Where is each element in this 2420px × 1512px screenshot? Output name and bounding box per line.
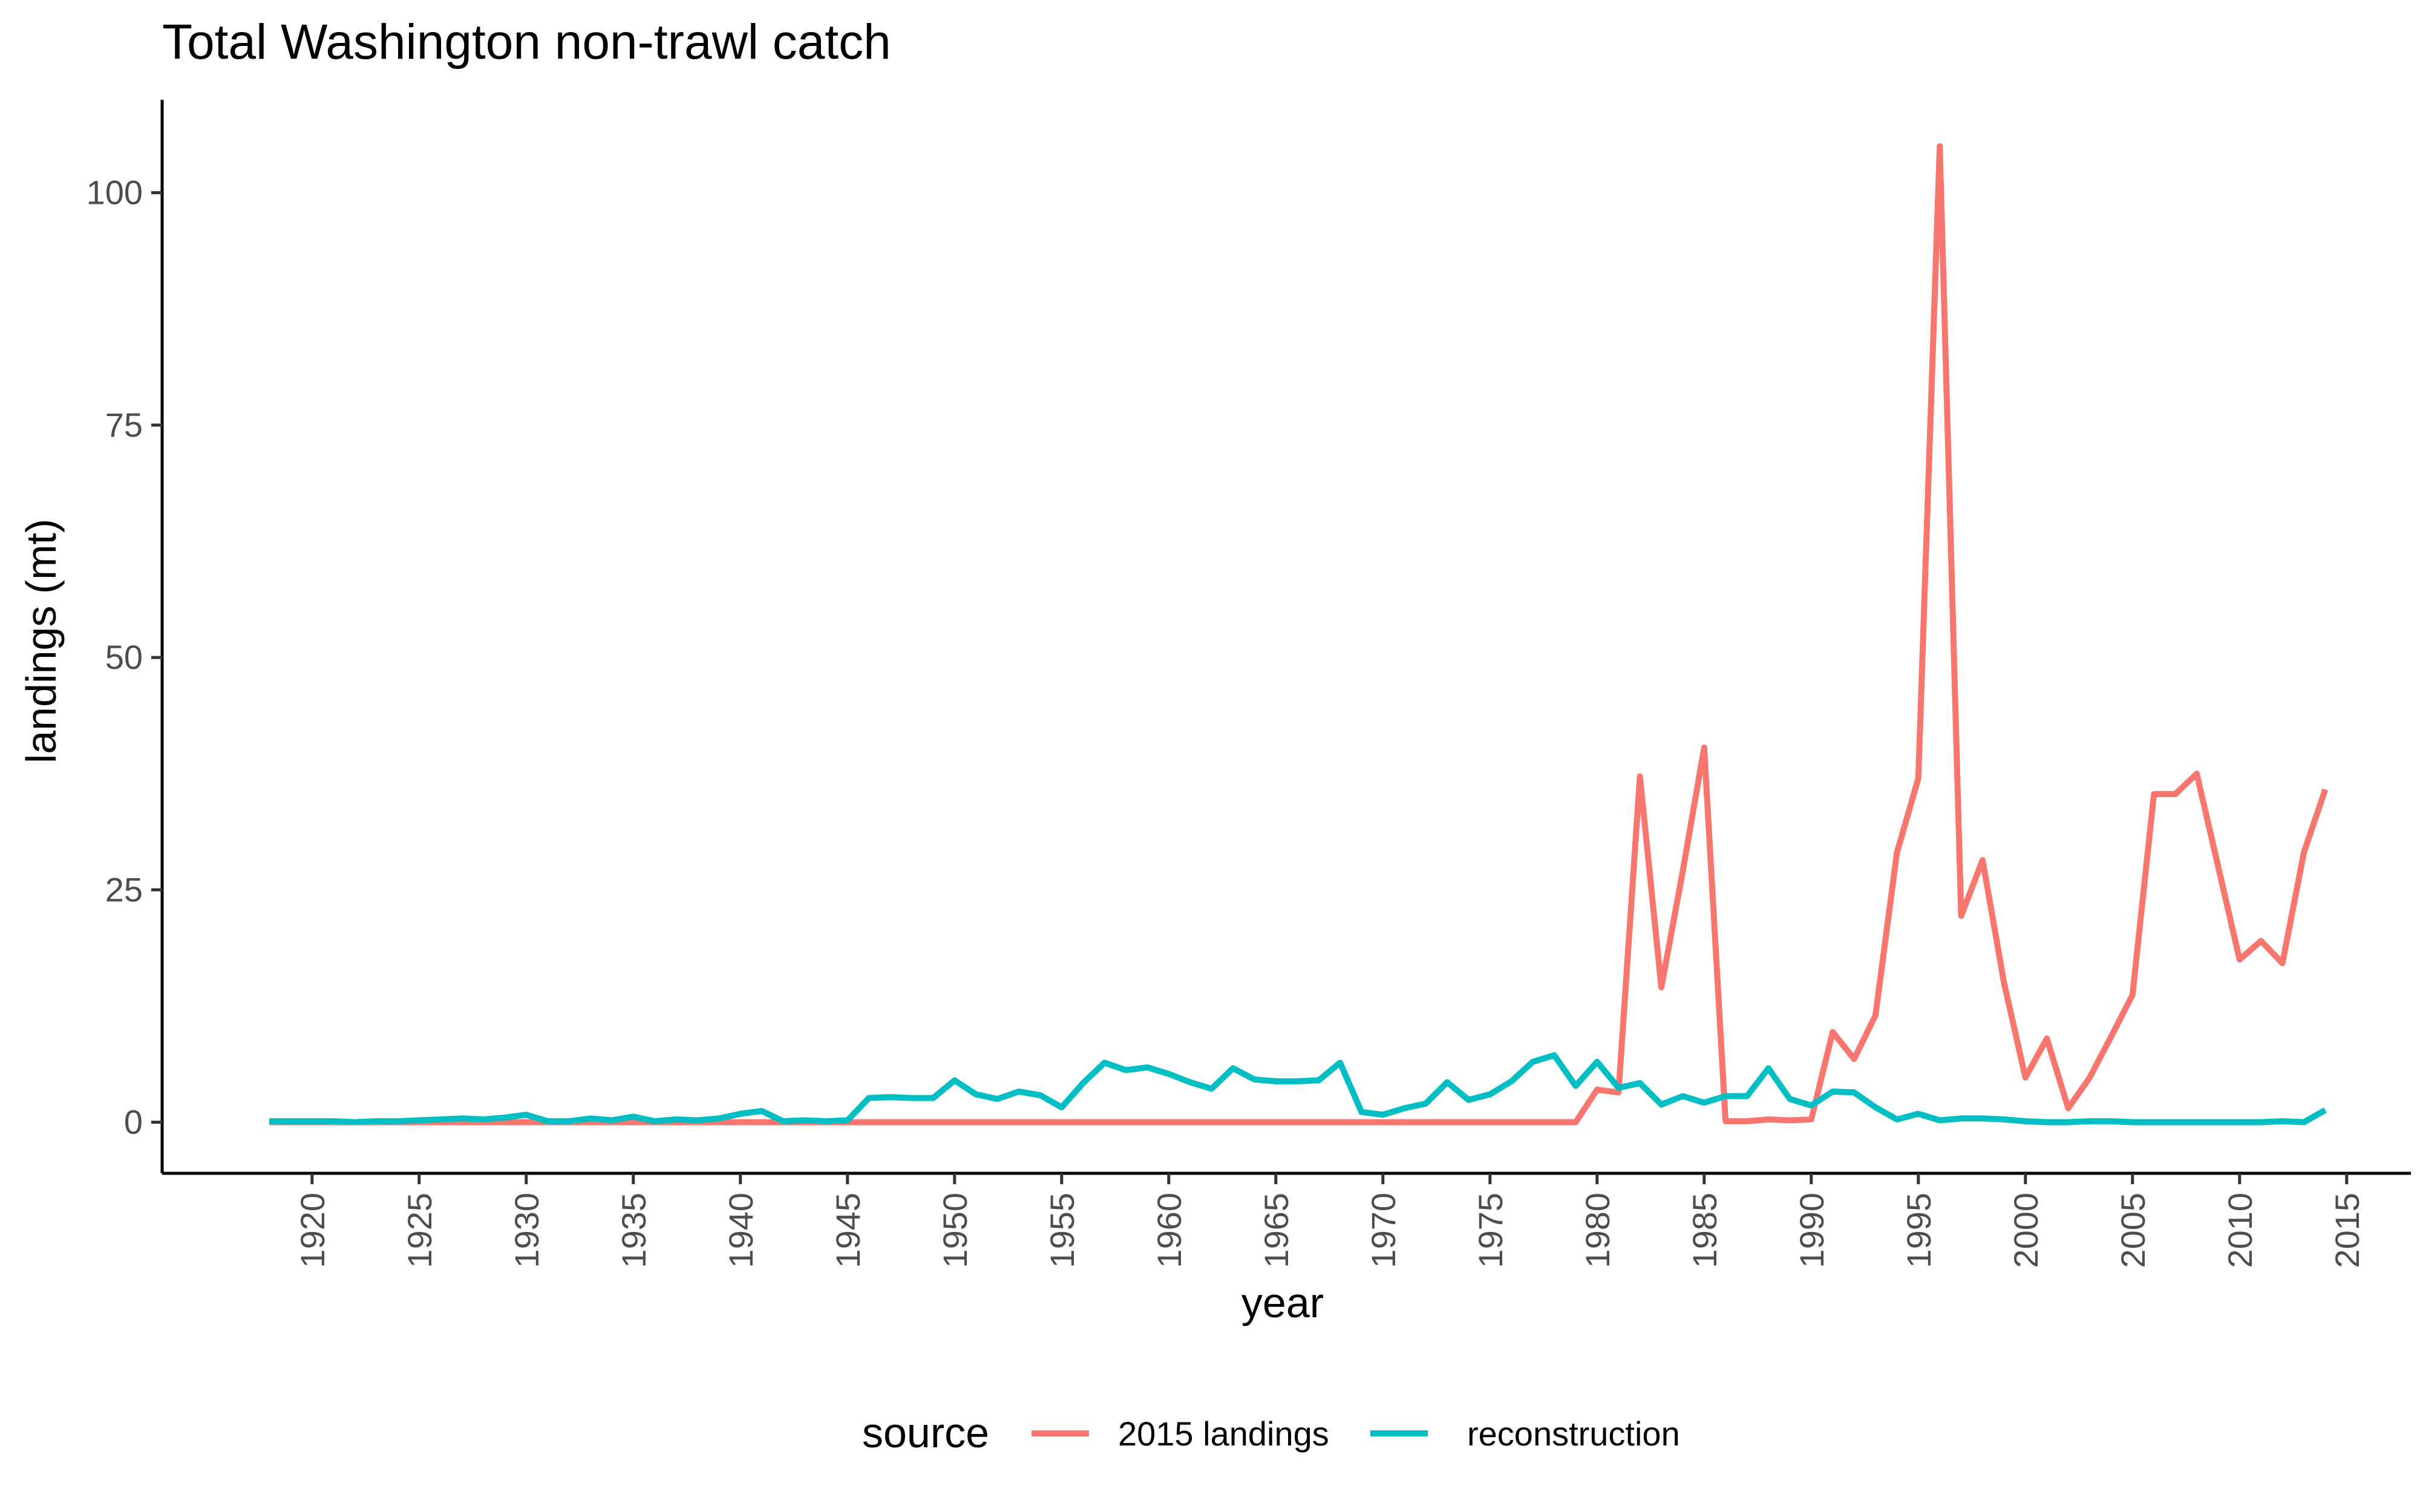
x-tick-label: 1970: [1364, 1193, 1402, 1268]
y-tick-label: 0: [124, 1103, 143, 1141]
x-tick-label: 1975: [1471, 1193, 1509, 1268]
y-axis-ticks: 0 25 50 75 100: [87, 174, 162, 1141]
legend-label-2015-landings: 2015 landings: [1118, 1415, 1329, 1453]
y-tick-label: 50: [105, 638, 143, 676]
x-tick-label: 1955: [1043, 1193, 1081, 1268]
legend-label-reconstruction: reconstruction: [1467, 1415, 1680, 1453]
series-layer: [269, 143, 2329, 1126]
x-tick-label: 1990: [1793, 1193, 1831, 1268]
x-tick-label: 1945: [829, 1193, 867, 1268]
series-line-reconstruction: [269, 1052, 2327, 1126]
x-tick-label: 1985: [1686, 1193, 1724, 1268]
series-line-2015-landings: [269, 143, 2329, 1126]
x-tick-label: 1940: [722, 1193, 760, 1268]
y-axis-title: landings (mt): [18, 519, 65, 764]
x-tick-label: 2010: [2221, 1193, 2259, 1268]
x-tick-label: 1935: [615, 1193, 653, 1268]
x-tick-label: 2000: [2007, 1193, 2045, 1268]
x-tick-label: 1950: [936, 1193, 974, 1268]
x-tick-label: 2015: [2328, 1193, 2366, 1268]
x-tick-label: 1960: [1150, 1193, 1188, 1268]
x-tick-label: 2005: [2114, 1193, 2152, 1268]
x-tick-label: 1925: [401, 1193, 439, 1268]
y-tick-label: 25: [105, 870, 143, 908]
x-tick-label: 1920: [293, 1193, 332, 1268]
chart-title: Total Washington non-trawl catch: [162, 15, 891, 70]
y-tick-label: 75: [105, 406, 143, 444]
y-tick-label: 100: [87, 174, 143, 212]
x-tick-label: 1965: [1257, 1193, 1295, 1268]
legend: source 2015 landings reconstruction: [862, 1409, 1680, 1456]
x-tick-label: 1995: [1900, 1193, 1938, 1268]
x-axis-ticks: 1920 1925 1930 1935 1940 1945 1950 1955 1960 1965…: [293, 1173, 2366, 1268]
x-tick-label: 1930: [508, 1193, 546, 1268]
x-tick-label: 1980: [1578, 1193, 1617, 1268]
x-axis-title: year: [1241, 1279, 1324, 1326]
legend-title: source: [862, 1409, 989, 1456]
